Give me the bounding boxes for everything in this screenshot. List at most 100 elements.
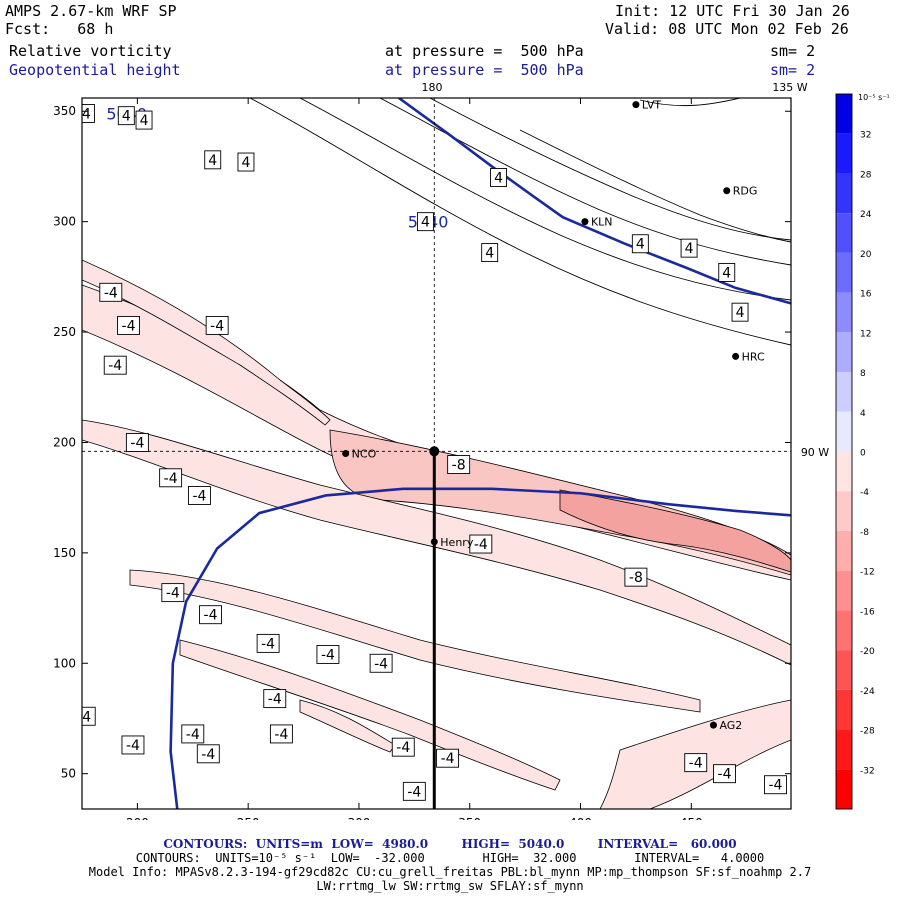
label-text: -4: [474, 537, 488, 553]
vorticity-contour-label: -4: [125, 433, 149, 452]
label-text: -4: [77, 709, 91, 725]
height-contour-info: CONTOURS: UNITS=m LOW= 4980.0 HIGH= 5040…: [163, 837, 737, 851]
colorbar-bin: [836, 729, 852, 770]
label-text: 4: [208, 153, 217, 169]
model-info: Model Info: MPASv8.2.3-194-gf29cd82c CU:…: [88, 865, 812, 879]
label-text: -4: [374, 656, 388, 672]
vorticity-contour-label: 4: [490, 168, 507, 187]
station-henry: Henry: [430, 536, 474, 549]
vorticity-contour-label: -4: [263, 689, 287, 709]
label-box: [624, 567, 648, 587]
label-box: [316, 644, 340, 664]
vorticity-contour-label: -4: [121, 735, 145, 755]
label-text: 4: [122, 109, 131, 125]
label-text: 4: [722, 265, 731, 281]
label-text: -4: [164, 471, 178, 487]
vorticity-contour-label: -4: [103, 355, 127, 375]
model-title: AMPS 2.67-km WRF SP: [5, 2, 177, 20]
colorbar-label: 0: [860, 449, 866, 459]
colorbar-label: 4: [860, 409, 866, 419]
vorticity-contour-label: -8: [447, 455, 471, 474]
label-box: [199, 605, 222, 625]
label-box: [82, 706, 96, 726]
x-tick-label: 450: [680, 816, 703, 820]
vorticity-contour-positive: [299, 98, 791, 301]
colorbar-bin: [836, 650, 852, 690]
vorticity-contour-label: 4: [731, 302, 749, 322]
y-tick-label: 200: [53, 435, 76, 449]
vorticity-contour-label: 4: [204, 150, 222, 170]
label-box: [205, 315, 229, 335]
label-box: [159, 468, 183, 488]
label-box: [125, 433, 149, 452]
label-box: [391, 737, 415, 757]
vorticity-contour-label: -4: [684, 753, 708, 773]
vorticity-contour-label: -4: [161, 583, 185, 603]
label-text: -4: [201, 747, 215, 763]
lat-90w-label: 90 W: [801, 446, 829, 459]
field1-smoothing: sm= 2: [770, 42, 816, 60]
label-text: 4: [494, 170, 503, 186]
vorticity-contour-label: -4: [391, 737, 415, 757]
vorticity-contour-label: 4: [117, 106, 135, 126]
label-text: -4: [407, 784, 421, 800]
x-tick-label: 350: [458, 816, 481, 820]
label-text: -4: [186, 727, 200, 743]
vorticity-contour-positive: [429, 98, 791, 241]
station-dot: [723, 187, 731, 195]
vorticity-contour-label: 4: [718, 262, 736, 282]
x-tick-label: 400: [569, 816, 592, 820]
station-label: AG2: [719, 719, 742, 732]
colorbar-label: -28: [860, 727, 875, 737]
vorticity-contour-positive: [249, 98, 791, 346]
label-box: [436, 748, 460, 768]
vorticity-contour-positive: [519, 129, 791, 243]
label-text: -4: [126, 738, 140, 754]
colorbar-label: -12: [860, 568, 875, 578]
vorticity-contour-label: -4: [436, 748, 460, 768]
colorbar-bin: [836, 133, 852, 174]
colorbar-bin: [836, 173, 852, 214]
colorbar-bin: [836, 94, 852, 134]
x-tick-label: 200: [126, 816, 149, 820]
label-text: -4: [104, 285, 118, 301]
station-ag2: AG2: [709, 719, 742, 732]
label-text: -4: [769, 778, 783, 794]
station-nco: NCO: [342, 448, 377, 461]
colorbar-bin: [836, 252, 852, 293]
vorticity-band: [179, 639, 561, 791]
label-box: [481, 243, 499, 263]
vorticity-contour-label: 4: [237, 152, 255, 172]
vorticity-band: [129, 569, 701, 713]
label-text: -4: [441, 751, 455, 767]
vorticity-contour-label: -8: [624, 567, 648, 587]
label-text: 4: [736, 305, 745, 321]
colorbar-label: -8: [860, 528, 869, 538]
vorticity-contour-label: -4: [99, 282, 123, 302]
colorbar-frame: [835, 93, 853, 810]
colorbar-bin: [836, 332, 852, 373]
colorbar-bin: [836, 411, 852, 452]
colorbar-bin: [836, 372, 852, 412]
vorticity-contour-label: 4: [135, 110, 153, 130]
label-box: [237, 152, 255, 172]
field2-name: Geopotential height: [9, 61, 181, 79]
colorbar-bin: [836, 292, 852, 333]
label-box: [731, 302, 749, 322]
label-box: [161, 583, 185, 603]
station-label: RDG: [733, 185, 758, 198]
vorticity-band: [82, 259, 331, 426]
vorticity-contour-label: -4: [199, 605, 222, 625]
label-box: [256, 633, 280, 653]
colorbar-label: -20: [860, 647, 875, 657]
label-box: [103, 355, 127, 375]
vorticity-contour-label: -4: [316, 644, 340, 664]
label-text: -4: [210, 318, 224, 334]
label-text: 4: [241, 155, 250, 171]
plot-frame: [81, 97, 792, 810]
vorticity-contour-label: -4: [196, 744, 220, 764]
vorticity-contour-label: 4: [481, 243, 499, 263]
station-label: KLN: [591, 216, 613, 229]
colorbar-bin: [836, 689, 852, 730]
label-text: -4: [166, 586, 180, 602]
